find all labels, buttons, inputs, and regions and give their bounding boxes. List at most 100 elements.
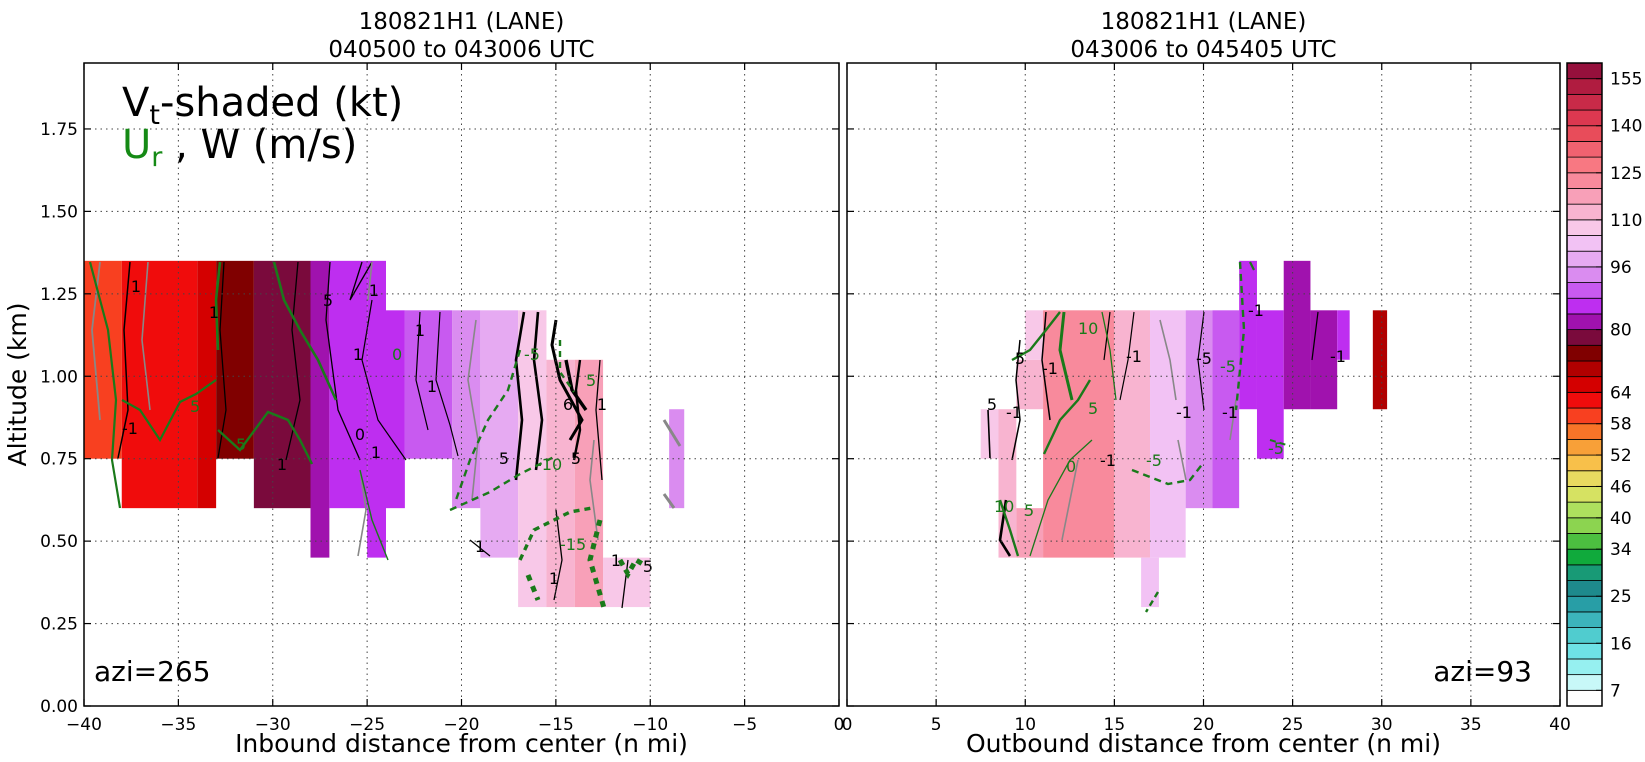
svg-text:1: 1 [277,455,287,474]
colorbar-label: 64 [1610,383,1632,403]
colorbar-swatch [1566,391,1603,409]
colorbar-swatch [1566,470,1603,487]
svg-text:0: 0 [392,345,402,364]
shade-cell [310,260,330,558]
colorbar-swatch [1566,611,1603,628]
svg-text:1: 1 [549,569,559,588]
svg-text:-5: -5 [1220,357,1236,376]
svg-text:1: 1 [611,551,621,570]
colorbar-swatch [1566,376,1603,393]
colorbar-swatch [1566,548,1603,566]
shade-cell [1283,260,1311,410]
y-tick-label: 0.75 [40,450,78,470]
y-tick-label: 1.00 [40,367,78,387]
x-tick-label: 25 [1282,715,1304,735]
svg-text:-1: -1 [1100,451,1116,470]
y-tick-label: 0.50 [40,532,78,552]
colorbar-swatch [1566,282,1603,299]
shade-cell [1043,310,1115,558]
shade-cell [1114,310,1151,558]
shade-cell [386,310,405,509]
colorbar-swatch [1566,642,1603,660]
right-title: 180821H1 (LANE) [1101,9,1307,35]
shade-cell [1016,508,1044,558]
colorbar-swatch [1566,580,1603,597]
x-tick-label: −25 [349,715,385,735]
colorbar-swatch [1566,156,1603,174]
shade-cell [84,260,122,459]
svg-text:10: 10 [994,497,1014,516]
left-panel: 180821H1 (LANE) 040500 to 043006 UTC [3,9,844,758]
x-tick-label: 0 [842,715,853,735]
svg-text:5: 5 [1088,399,1098,418]
svg-text:5: 5 [643,557,653,576]
x-tick-label: 35 [1460,715,1482,735]
svg-text:-1: -1 [1126,347,1142,366]
x-tick-label: −30 [255,715,291,735]
y-tick-label: 1.25 [40,285,78,305]
right-xlabel: Outbound distance from center (n mi) [966,729,1441,758]
right-annotation: azi=93 [1433,655,1532,688]
shade-cell [1239,260,1257,410]
right-panel: 180821H1 (LANE) 043006 to 045405 UTC [842,9,1571,758]
y-tick-label: 0.25 [40,615,78,635]
colorbar-label: 46 [1610,477,1632,497]
colorbar-swatch [1566,62,1603,80]
colorbar-label: 40 [1610,509,1632,529]
colorbar-swatch [1566,501,1603,519]
shade-cell [1256,310,1284,459]
shade-cell [329,260,368,509]
colorbar-swatch [1566,454,1603,472]
colorbar-label: 34 [1610,540,1632,560]
colorbar-swatch [1566,564,1603,581]
y-tick-label: 0.00 [40,697,78,717]
x-tick-label: 30 [1371,715,1393,735]
x-tick-label: −20 [444,715,480,735]
svg-text:5: 5 [586,371,596,390]
colorbar-swatch [1566,344,1603,362]
left-ylabel: Altitude (km) [3,303,32,467]
svg-text:6: 6 [563,395,573,414]
svg-text:-1: -1 [1006,403,1022,422]
colorbar-label: 155 [1610,70,1642,90]
shade-cell [1150,310,1186,558]
colorbar-label: 7 [1610,681,1621,701]
colorbar-swatch [1566,125,1603,142]
x-tick-label: −10 [632,715,668,735]
svg-text:-1: -1 [1176,403,1192,422]
shade-cell [480,310,519,558]
colorbar-swatch [1566,423,1603,440]
colorbar-swatch [1566,297,1603,315]
colorbar-swatch [1566,188,1603,205]
colorbar-swatch [1566,266,1603,283]
svg-text:1: 1 [371,443,381,462]
legend-line1: Vt-shaded (kt) [122,80,403,131]
right-contour-labels: 5 -1 -1 -5 -1 -1 -1 -1 -1 -1 5 10 5 0 -5… [987,301,1346,520]
shade-cell [1185,310,1213,509]
colorbar-swatch [1566,235,1603,252]
left-xlabel: Inbound distance from center (n mi) [235,729,688,758]
shade-cell [1025,310,1044,360]
right-shading [980,260,1388,608]
legend-line2: Ur , W (m/s) [122,122,357,173]
colorbar-label: 110 [1610,211,1642,231]
colorbar-swatch [1566,313,1603,331]
colorbar-label: 96 [1610,258,1632,278]
svg-text:-5: -5 [1268,439,1284,458]
colorbar-swatch [1566,141,1603,158]
shade-cell [1372,310,1388,410]
colorbar-label: 52 [1610,446,1632,466]
colorbar-label: 58 [1610,415,1632,435]
colorbar-swatch [1566,360,1603,378]
svg-text:5: 5 [190,397,200,416]
svg-text:1: 1 [597,395,607,414]
svg-text:-1: -1 [1042,359,1058,378]
svg-text:5: 5 [236,435,246,454]
colorbar-swatch [1566,595,1603,613]
colorbar-label: 16 [1610,634,1632,654]
shade-cell [452,310,481,509]
x-tick-label: 10 [1014,715,1036,735]
x-tick-label: −15 [538,715,574,735]
svg-text:1: 1 [209,303,219,322]
x-tick-label: −35 [160,715,196,735]
